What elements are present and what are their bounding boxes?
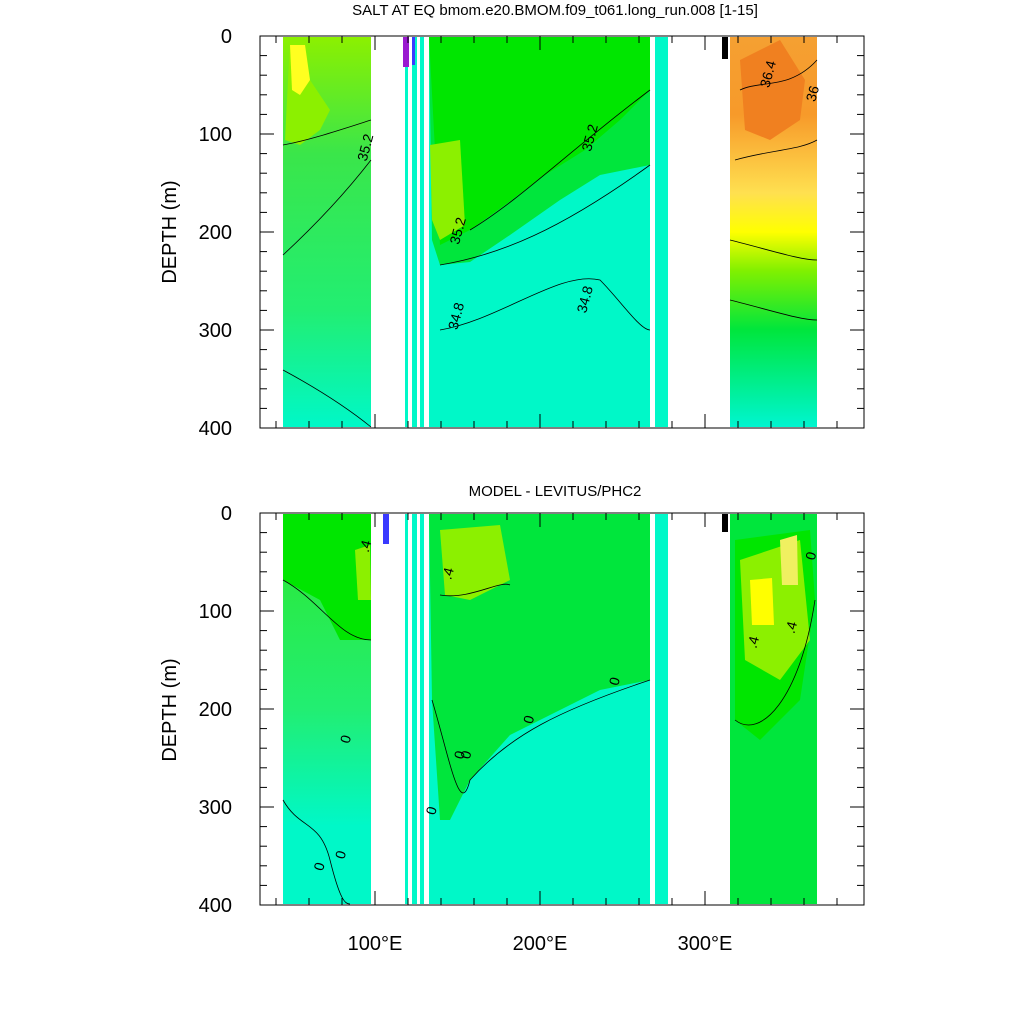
- y-tick-label: 0: [221, 503, 232, 525]
- y-tick-label: 200: [199, 699, 232, 721]
- y-tick-label: 400: [199, 418, 232, 440]
- region-atlantic-core: [740, 40, 805, 140]
- y-tick-label: 0: [221, 26, 232, 48]
- y-tick-label: 100: [199, 601, 232, 623]
- contour-lines: [282, 59, 818, 428]
- region-strip: [405, 514, 408, 904]
- contour-label: 0: [422, 805, 440, 817]
- panel-title: SALT AT EQ bmom.e20.BMOM.f09_t061.long_r…: [352, 2, 758, 19]
- y-tick-label: 300: [199, 797, 232, 819]
- contour-label: 35.2: [446, 215, 469, 246]
- region-strip: [420, 514, 424, 904]
- region-strip: [722, 514, 728, 532]
- contour-label: 0: [337, 733, 355, 745]
- panel-salinity: SALT AT EQ bmom.e20.BMOM.f09_t061.long_r…: [159, 2, 865, 440]
- y-axis-label: DEPTH (m): [159, 658, 181, 761]
- contour-label: 35.2: [578, 122, 601, 153]
- region-strip: [412, 514, 417, 904]
- x-tick-label: 300°E: [678, 933, 733, 955]
- contour-label: 34.8: [573, 284, 596, 315]
- contour-label: .4: [782, 619, 801, 635]
- panel-difference: MODEL - LEVITUS/PHC2: [159, 483, 865, 955]
- x-axis: 100°E 200°E 300°E: [275, 513, 838, 955]
- panel-title: MODEL - LEVITUS/PHC2: [469, 483, 642, 500]
- y-tick-label: 300: [199, 320, 232, 342]
- region-strip: [412, 37, 417, 427]
- region-strip: [420, 37, 424, 427]
- y-axis: 0 100 200 300 400: [199, 503, 864, 917]
- region-atlantic-core: [780, 535, 798, 585]
- contour-labels: 35.2 35.2 35.2 34.8 34.8 36.4 36: [354, 58, 822, 331]
- region-indian-upper: [283, 514, 371, 640]
- contour-field: [283, 514, 817, 904]
- contour-lines: [282, 579, 816, 905]
- y-axis-label: DEPTH (m): [159, 180, 181, 283]
- contour-label: 0: [451, 749, 469, 761]
- x-tick-label: 200°E: [513, 933, 568, 955]
- x-axis: [275, 36, 838, 428]
- region-strip: [722, 37, 728, 59]
- contour-label: 35.2: [354, 132, 377, 163]
- region-atlantic-core: [750, 578, 774, 625]
- contour-label: 36.4: [757, 58, 780, 89]
- region-pacific-patch: [440, 525, 510, 600]
- region-strip: [403, 37, 409, 67]
- x-tick-label: 100°E: [348, 933, 403, 955]
- region-yellow-patch: [290, 45, 310, 95]
- contour-label: 34.8: [445, 301, 468, 332]
- region-strip: [383, 514, 389, 544]
- region-pacific-core: [430, 140, 465, 240]
- contour-label: 0: [802, 550, 820, 562]
- contour-label: 0: [310, 860, 328, 872]
- y-tick-label: 400: [199, 895, 232, 917]
- contour-label: 0: [457, 749, 475, 761]
- region-strip: [655, 514, 668, 904]
- contour-label: .4: [356, 538, 375, 554]
- y-tick-label: 100: [199, 124, 232, 146]
- region-indian-patch: [355, 545, 371, 600]
- y-tick-label: 200: [199, 222, 232, 244]
- contour-label: 0: [606, 675, 624, 687]
- region-pacific-mid: [429, 37, 650, 245]
- region-strip: [412, 37, 415, 65]
- contour-label: .4: [744, 634, 763, 650]
- contour-field: [283, 37, 817, 427]
- contour-label: 36: [803, 84, 823, 103]
- contour-label: 0: [332, 849, 350, 861]
- region-strip: [655, 37, 668, 427]
- contour-label: 0: [520, 713, 538, 725]
- region-strip: [405, 37, 408, 427]
- contour-label: .4: [438, 566, 457, 582]
- y-axis: 0 100 200 300 400: [199, 26, 864, 440]
